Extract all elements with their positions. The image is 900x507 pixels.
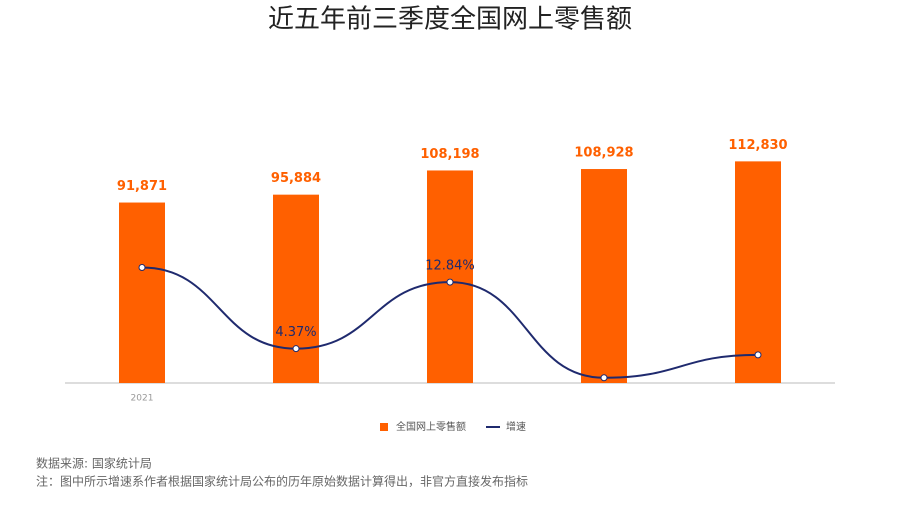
bar-value-label: 112,830 [728,138,787,153]
legend-swatch [380,423,388,431]
bar-value-label: 108,928 [574,146,633,161]
x-tick-label: 2021 [131,394,154,404]
line-point [446,278,454,286]
line-point [138,264,146,271]
note: 注：图中所示增速系作者根据国家统计局公布的历年原始数据计算得出，非官方直接发布指… [36,474,528,489]
line-point [600,374,608,382]
bar-value-label: 91,871 [117,179,167,194]
bar [427,170,473,383]
line-value-label: 4.37% [275,325,316,340]
line-point [292,345,300,353]
bar [581,169,627,383]
bar-value-label: 108,198 [420,147,479,162]
bar [273,194,319,383]
bar [735,161,781,383]
chart-title: 近五年前三季度全国网上零售额 [268,5,632,35]
bar [119,202,165,383]
source: 数据来源: 国家统计局 [36,456,152,471]
line-point [754,351,762,359]
legend-label: 增速 [506,420,526,433]
bar-value-label: 95,884 [271,171,321,186]
legend-label: 全国网上零售额 [396,420,466,433]
line-value-label: 12.84% [425,259,475,274]
